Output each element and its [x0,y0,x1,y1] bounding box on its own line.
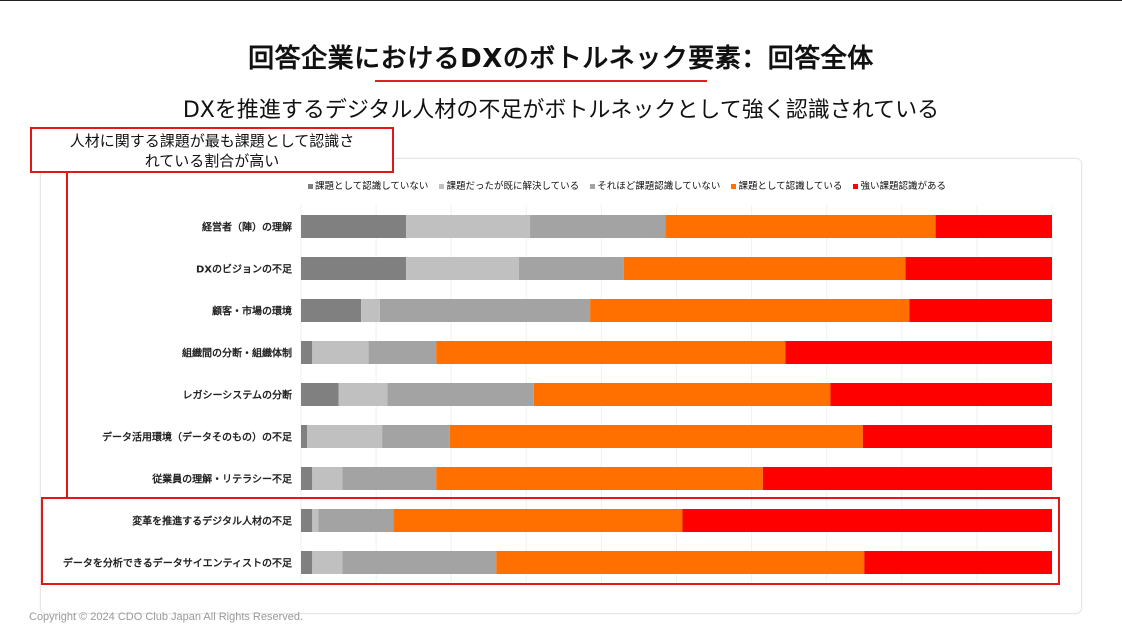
bar-segment [368,341,437,364]
bar-segment [361,299,380,322]
callout-text-line2: れている割合が高い [144,152,280,170]
bar-segment [590,299,910,322]
bar-segment [301,383,339,406]
bar-segment [935,215,1053,238]
category-label: 経営者（陣）の理解 [202,221,292,234]
legend-item: 強い課題認識がある [853,178,946,192]
bar-segment [301,467,313,490]
legend-swatch [853,184,859,189]
bar-segment [342,551,497,574]
bar-segment [393,509,683,532]
callout-text-line1: 人材に関する課題が最も課題として認識さ [69,132,355,150]
bar-segment [312,341,369,364]
bar-segment [864,551,1052,574]
bar-segment [682,509,1052,532]
bar-segment [862,425,1052,448]
bar-segment [301,425,308,448]
legend-swatch [439,184,445,189]
chart-legend: 課題として認識していない 課題だったが既に解決している それほど課題認識していな… [308,178,954,192]
legend-item: 課題として認識している [731,178,842,192]
bar-segment [301,341,313,364]
bar-segment [382,425,450,448]
page-subtitle: DXを推進するデジタル人材の不足がボトルネックとして強く認識されている [182,98,940,123]
legend-label: 課題だったが既に解決している [446,181,580,192]
bar-segment [449,425,863,448]
legend-swatch [308,184,313,189]
talent-rows-highlight [41,497,1060,585]
category-label: レガシーシステムの分断 [183,389,293,402]
bar-segment [830,383,1052,406]
bar-segment [533,383,831,406]
page-title: 回答企業におけるDXのボトルネック要素：回答全体 [248,44,874,74]
bar-segment [785,341,1052,364]
bar-segment [530,215,666,238]
bar-segment [387,383,534,406]
title-underline [375,80,707,82]
bar-segment [496,551,865,574]
bar-segment [342,467,437,490]
bar-segment [436,341,786,364]
category-label: 組織間の分断・組織体制 [182,347,292,360]
bar-segment [312,551,343,574]
callout-connector [66,173,68,497]
legend-item: 課題として認識していない [308,178,428,192]
chart-panel [40,158,1082,614]
bar-segment [312,467,343,490]
legend-label: 強い課題認識がある [860,181,946,192]
bar-segment [312,509,319,532]
bar-segment [518,257,624,280]
bar-segment [623,257,906,280]
top-border [0,0,1122,1]
bar-segment [379,299,591,322]
legend-label: 課題として認識していない [315,181,429,192]
category-label: DXのビジョンの不足 [196,263,293,276]
legend-swatch [731,184,737,189]
legend-item: それほど課題認識していない [590,178,720,192]
bar-segment [905,257,1052,280]
legend-label: 課題として認識している [738,181,843,192]
category-label: 顧客・市場の環境 [212,305,292,318]
bar-segment [301,299,362,322]
bar-segment [307,425,383,448]
callout-box: 人材に関する課題が最も課題として認識さ れている割合が高い [30,127,394,173]
copyright-text: Copyright © 2024 CDO Club Japan All Righ… [29,611,304,623]
bar-segment [909,299,1052,322]
bar-segment [318,509,394,532]
category-label: データ活用環境（データそのもの）の不足 [102,431,293,444]
bar-segment [301,509,313,532]
bar-segment [301,257,407,280]
legend-label: それほど課題認識していない [597,181,721,192]
bar-segment [406,257,519,280]
bar-segment [436,467,763,490]
legend-swatch [590,184,596,189]
legend-item: 課題だったが既に解決している [439,178,579,192]
bar-segment [665,215,936,238]
category-label: 変革を推進するデジタル人材の不足 [132,515,293,528]
category-label: データを分析できるデータサイエンティストの不足 [63,557,293,570]
bar-segment [762,467,1052,490]
bar-segment [338,383,388,406]
bar-segment [301,551,313,574]
bar-segment [301,215,407,238]
category-label: 従業員の理解・リテラシー不足 [151,473,293,486]
bar-segment [406,215,531,238]
